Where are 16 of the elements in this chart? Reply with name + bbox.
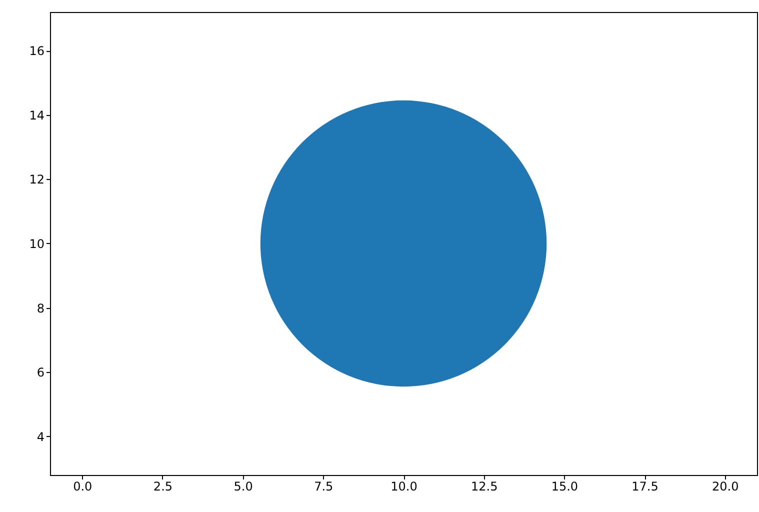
- x-tick-label: 15.0: [551, 480, 578, 494]
- x-tick-label: 17.5: [632, 480, 658, 494]
- y-tick-label: 10: [29, 237, 44, 251]
- y-tick-label: 6: [36, 366, 44, 380]
- x-tick-label: 12.5: [470, 480, 498, 494]
- x-tick-label: 5.0: [234, 480, 253, 494]
- x-tick-label: 2.5: [153, 480, 173, 494]
- y-tick-label: 4: [36, 430, 44, 444]
- x-tick-label: 0.0: [73, 480, 92, 494]
- y-tick-label: 12: [29, 172, 44, 187]
- x-tick-label: 20.0: [712, 480, 739, 494]
- y-tick-label: 16: [29, 44, 44, 58]
- x-tick-label: 10.0: [390, 480, 418, 494]
- y-tick-label: 14: [29, 108, 44, 122]
- y-tick-label: 8: [36, 301, 44, 316]
- x-tick-label: 7.5: [314, 480, 334, 494]
